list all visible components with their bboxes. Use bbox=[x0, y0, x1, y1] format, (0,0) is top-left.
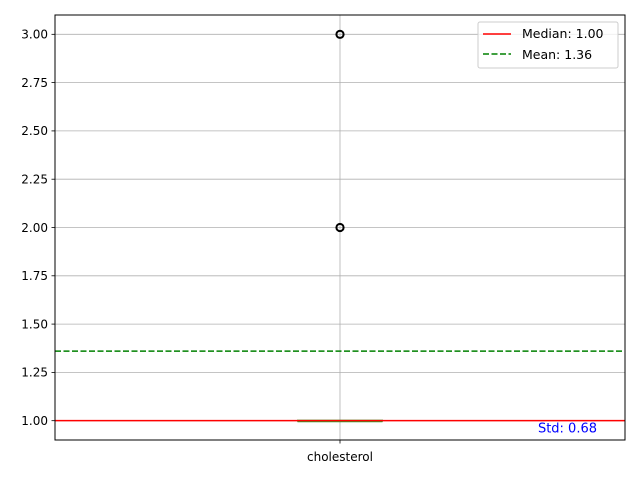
y-tick-label: 1.25 bbox=[21, 366, 48, 380]
y-tick-label: 1.00 bbox=[21, 414, 48, 428]
y-tick-label: 1.75 bbox=[21, 269, 48, 283]
y-tick-label: 1.50 bbox=[21, 317, 48, 331]
y-tick-label: 2.00 bbox=[21, 221, 48, 235]
y-tick-label: 2.75 bbox=[21, 76, 48, 90]
legend-median-label: Median: 1.00 bbox=[522, 26, 604, 41]
y-tick-label: 3.00 bbox=[21, 28, 48, 42]
y-tick-labels: 1.00 1.25 1.50 1.75 2.00 2.25 2.50 2.75 3.00 bbox=[21, 28, 48, 428]
legend-mean-label: Mean: 1.36 bbox=[522, 47, 592, 62]
y-tick-label: 2.50 bbox=[21, 124, 48, 138]
std-annotation: Std: 0.68 bbox=[538, 422, 597, 437]
y-tick-label: 2.25 bbox=[21, 173, 48, 187]
x-tick-label: cholesterol bbox=[307, 450, 373, 464]
legend: Median: 1.00 Mean: 1.36 bbox=[478, 22, 618, 68]
